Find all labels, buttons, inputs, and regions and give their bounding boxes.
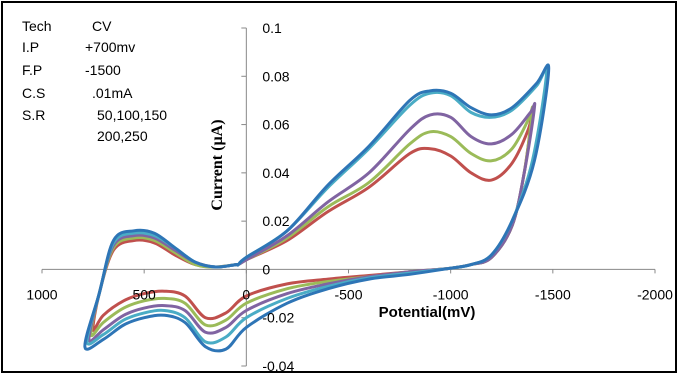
x-tick-label: 500 bbox=[132, 286, 156, 302]
y-tick-label: 0.06 bbox=[262, 117, 289, 133]
info-key: I.P bbox=[22, 39, 39, 55]
x-tick-label: -500 bbox=[334, 286, 362, 302]
info-value: +700mv bbox=[85, 39, 135, 55]
info-key: S.R bbox=[22, 107, 45, 123]
series-line-1 bbox=[91, 106, 535, 332]
info-value: .01mA bbox=[92, 85, 133, 101]
y-tick-label: 0 bbox=[262, 261, 270, 277]
data-series bbox=[83, 63, 551, 353]
y-tick-label: 0.08 bbox=[262, 68, 289, 84]
x-tick-label: -1000 bbox=[433, 286, 469, 302]
series-line-5 bbox=[83, 63, 551, 353]
y-tick-label: -0.02 bbox=[262, 310, 294, 326]
y-tick-label: 0.02 bbox=[262, 213, 289, 229]
y-tick-label: 0.04 bbox=[262, 165, 289, 181]
x-tick-label: 1000 bbox=[26, 286, 57, 302]
x-tick-label: 0 bbox=[242, 286, 250, 302]
x-tick-label: -1500 bbox=[535, 286, 571, 302]
info-panel: Tech CV I.P +700mv F.P -1500 C.S .01mA S.R 50,100… bbox=[22, 18, 167, 144]
x-tick-label: -2000 bbox=[637, 286, 673, 302]
series-line-3 bbox=[87, 102, 537, 343]
info-value: 50,100,150 bbox=[97, 107, 167, 123]
info-value: CV bbox=[92, 18, 112, 34]
x-axis-title: Potential(mV) bbox=[379, 304, 476, 321]
y-axis-title: Current (µA) bbox=[209, 119, 226, 210]
info-key: C.S bbox=[22, 85, 45, 101]
y-tick-label: 0.1 bbox=[262, 20, 282, 36]
tick-labels: -0.04 -0.02 0 0.02 0.04 0.06 0.08 0.1 1000 500 0 -5… bbox=[26, 20, 673, 374]
info-value: 200,250 bbox=[97, 128, 148, 144]
info-key: Tech bbox=[22, 18, 52, 34]
info-value: -1500 bbox=[85, 62, 121, 78]
info-key: F.P bbox=[22, 62, 42, 78]
y-tick-label: -0.04 bbox=[262, 358, 294, 374]
